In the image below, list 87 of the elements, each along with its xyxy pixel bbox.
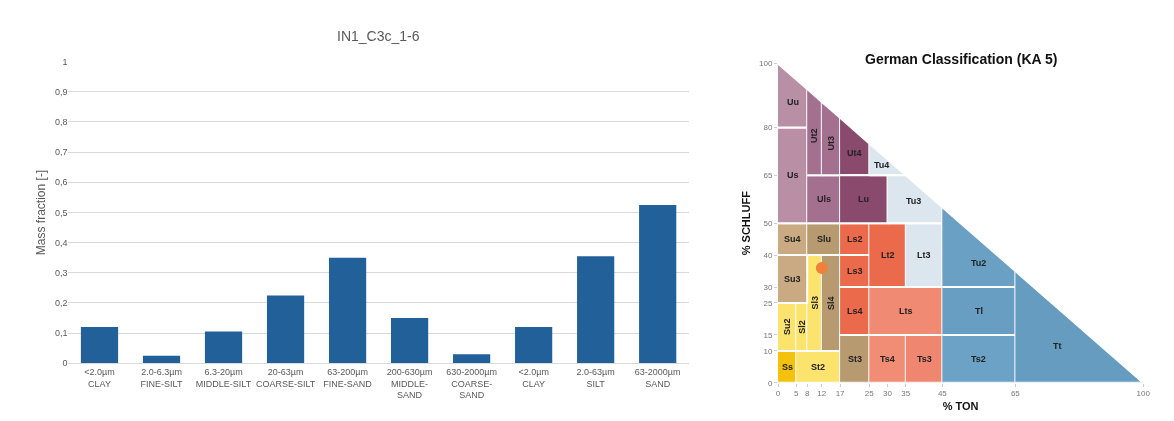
bar xyxy=(204,331,243,364)
x-tick-label: 2.0-6.3µm FINE-SILT xyxy=(140,367,183,389)
y-tick-label: 0,1 xyxy=(54,328,68,339)
y-tick-label: 0,3 xyxy=(54,267,68,278)
series-label: Uls xyxy=(817,194,832,204)
series-label: Uu xyxy=(787,97,799,107)
y-tick-label: 0 xyxy=(62,358,68,369)
y-tick-label: 25 xyxy=(763,298,773,308)
series-label: Tu3 xyxy=(906,196,922,206)
y-tick-label: 65 xyxy=(763,171,773,181)
series-label: Ls3 xyxy=(847,266,863,276)
x-tick-label: 25 xyxy=(864,389,875,399)
x-tick-label: 35 xyxy=(901,389,911,399)
x-tick-label: 30 xyxy=(883,389,893,399)
series-label: Tl xyxy=(975,306,983,316)
y-axis-title: % SCHLUFF xyxy=(739,190,752,256)
series-label: Ut4 xyxy=(847,148,862,158)
x-tick-label: 63-200µm FINE-SAND xyxy=(323,367,373,389)
x-tick-label: 17 xyxy=(835,389,846,399)
series-label: Tu2 xyxy=(971,258,987,268)
y-tick-label: 1 xyxy=(62,56,68,67)
y-tick-label: 80 xyxy=(763,123,773,133)
series-label: Lt3 xyxy=(917,250,931,260)
series-label: Ss xyxy=(782,362,794,372)
bar xyxy=(515,327,553,364)
chart-title: IN1_C3c_1-6 xyxy=(337,28,420,44)
x-tick-label: 20-63µm COARSE-SILT xyxy=(255,367,316,389)
bar xyxy=(328,257,367,364)
x-axis-title: % TON xyxy=(942,399,979,412)
y-tick-label: 15 xyxy=(763,330,773,340)
series-label: Tu4 xyxy=(874,160,890,170)
series-label: Ut2 xyxy=(809,128,820,143)
x-tick-label: 65 xyxy=(1010,389,1021,399)
chart-title: German Classification (KA 5) xyxy=(865,51,1058,67)
x-tick-label: 12 xyxy=(817,389,827,399)
x-tick-label: 63-2000µm SAND xyxy=(634,367,681,389)
y-tick-label: 50 xyxy=(763,218,773,228)
y-tick-label: 30 xyxy=(763,282,773,292)
x-tick-label: <2.0µm CLAY xyxy=(84,367,115,389)
series-label: Ls4 xyxy=(847,306,863,316)
y-tick-label: 100 xyxy=(759,59,773,69)
y-tick-label: 0,5 xyxy=(54,207,68,218)
series-label: Slu xyxy=(817,234,832,244)
bar xyxy=(80,327,119,364)
x-tick-label: 45 xyxy=(937,389,948,399)
series-label: Lts xyxy=(899,306,913,316)
series-label: Su4 xyxy=(784,234,801,244)
y-tick-label: 0,2 xyxy=(54,298,68,309)
series-label: St2 xyxy=(811,362,826,372)
bar xyxy=(639,204,677,364)
series-label: Tt xyxy=(1053,341,1062,351)
bar xyxy=(391,318,429,364)
series-label: Ts4 xyxy=(880,354,895,364)
y-tick-label: 0,7 xyxy=(54,147,68,158)
x-tick-label: 5 xyxy=(794,389,800,399)
x-tick-label: 200-630µm MIDDLE- SAND xyxy=(386,367,433,401)
y-tick-label: 10 xyxy=(763,346,773,356)
series-label: Su2 xyxy=(782,318,793,336)
series-label: Sl4 xyxy=(825,296,836,310)
series-label: Ts3 xyxy=(917,354,932,364)
series-label: Lt2 xyxy=(881,250,895,260)
y-tick-label: 0,8 xyxy=(54,117,68,128)
bar xyxy=(266,295,305,364)
x-tick-label: 2.0-63µm SILT xyxy=(576,367,615,389)
series-label: Us xyxy=(787,170,799,180)
x-tick-label: 8 xyxy=(804,389,810,399)
x-tick-label: 0 xyxy=(775,389,781,399)
y-axis-title: Mass fraction [-] xyxy=(34,169,49,256)
series-label: Ts2 xyxy=(971,354,986,364)
series-label: Sl3 xyxy=(809,296,820,310)
x-tick-label: 630-2000µm COARSE- SAND xyxy=(446,367,497,401)
y-tick-label: 40 xyxy=(763,250,773,260)
bar xyxy=(453,354,491,364)
y-tick-label: 0,4 xyxy=(54,237,68,248)
series-label: Ls2 xyxy=(847,234,863,244)
series-label: St3 xyxy=(848,354,863,364)
series-label: Su3 xyxy=(784,274,801,284)
y-tick-label: 0,9 xyxy=(54,86,68,97)
series-label: Sl2 xyxy=(796,320,807,334)
bar xyxy=(142,355,181,364)
y-tick-label: 0,6 xyxy=(54,177,68,188)
x-tick-label: 6.3-20µm MIDDLE-SILT xyxy=(195,367,252,389)
series-label: Ut3 xyxy=(826,136,837,151)
bar xyxy=(577,256,615,364)
x-tick-label: <2.0µm CLAY xyxy=(518,367,549,389)
x-tick-label: 100 xyxy=(1136,389,1151,399)
series-label: Lu xyxy=(858,194,869,204)
